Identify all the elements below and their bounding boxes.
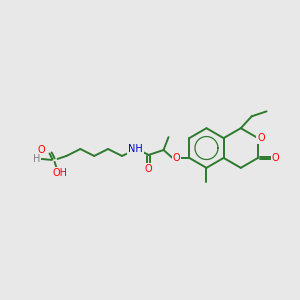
Text: NH: NH bbox=[128, 144, 143, 154]
Text: O: O bbox=[38, 145, 46, 155]
Text: O: O bbox=[145, 164, 152, 174]
Text: OH: OH bbox=[52, 168, 67, 178]
Text: O: O bbox=[172, 153, 180, 163]
Text: O: O bbox=[272, 153, 280, 163]
Text: H: H bbox=[33, 154, 40, 164]
Text: O: O bbox=[257, 133, 265, 143]
